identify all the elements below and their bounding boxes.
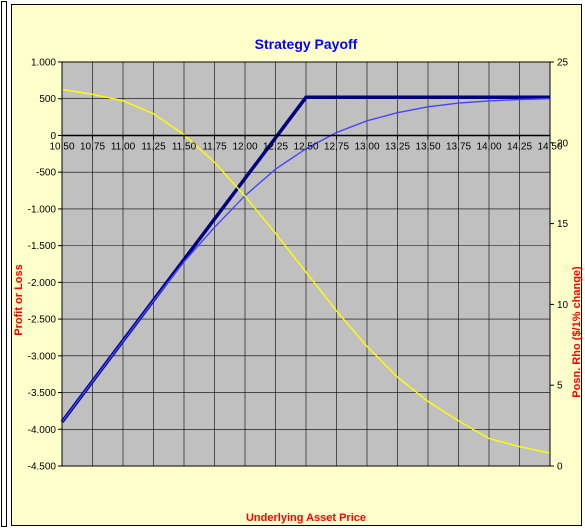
x-tick-label: 14,50 [537,141,562,152]
x-tick-label: 11,00 [111,141,136,152]
y2-tick-label: 5 [557,381,563,392]
x-tick-label: 13,00 [354,141,379,152]
x-tick-label: 11,75 [202,141,227,152]
x-tick-label: 13,25 [385,141,410,152]
y-tick-label: 0 [50,131,56,142]
x-tick-label: 10,50 [49,141,74,152]
y-tick-label: -1.000 [28,204,57,215]
y2-tick-label: 0 [557,462,563,473]
y-tick-label: -4.500 [28,462,57,473]
plot-border [61,61,551,467]
y2-tick-label: 10 [557,300,569,311]
left-panel-edge [0,0,10,530]
x-tick-label: 11,25 [141,141,166,152]
y2-tick-label: 20 [557,138,569,149]
y-tick-label: -2.500 [28,315,57,326]
series-line-3 [61,88,551,454]
y-tick-label: 500 [39,94,56,105]
y2-tick-label: 15 [557,219,569,230]
y-tick-label: -1.500 [28,241,57,252]
y-tick-label: -500 [36,168,56,179]
y2-axis-label: Posn. Rho ($/1% change) [571,266,583,398]
y-tick-label: 1.000 [31,58,56,69]
chart-title: Strategy Payoff [255,36,358,52]
x-tick-label: 12,75 [324,141,349,152]
y2-tick-label: 25 [557,58,569,69]
x-tick-label: 13,50 [415,141,440,152]
y-axis-label: Profit or Loss [13,264,25,336]
y-tick-label: -4.000 [28,425,57,436]
x-tick-label: 12,25 [263,141,288,152]
x-axis-label: Underlying Asset Price [246,512,366,524]
left-panel-border [1,1,7,527]
x-tick-label: 14,25 [507,141,532,152]
x-tick-label: 10,75 [80,141,105,152]
x-tick-label: 14,00 [476,141,501,152]
y-tick-label: -2.000 [28,278,57,289]
series-line-2 [61,98,551,423]
x-tick-label: 11,50 [172,141,197,152]
y-tick-label: -3.000 [28,351,57,362]
x-tick-label: 13,75 [446,141,471,152]
x-tick-label: 12,50 [293,141,318,152]
y-tick-label: -3.500 [28,388,57,399]
x-tick-label: 12,00 [232,141,257,152]
